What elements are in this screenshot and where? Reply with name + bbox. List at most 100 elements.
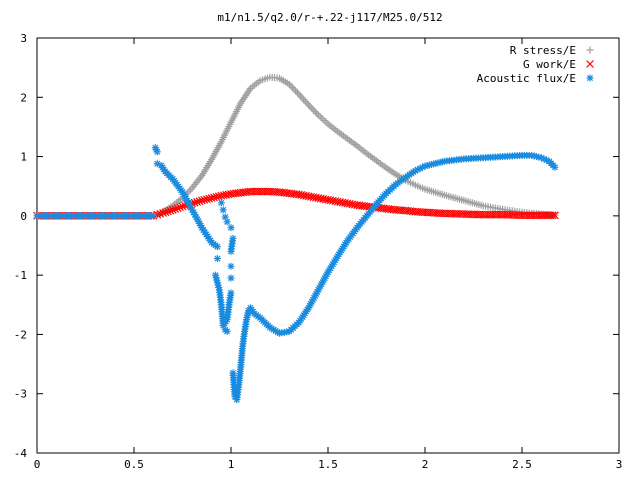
data-point-interp [332, 126, 340, 134]
x-tick-label: 0 [34, 458, 41, 471]
data-point-interp [152, 146, 160, 154]
data-point-interp [287, 82, 295, 90]
data-point-interp [251, 187, 260, 196]
data-point-interp [435, 209, 444, 218]
data-point-interp [227, 291, 235, 299]
data-point-interp [532, 211, 541, 220]
data-point-interp [280, 188, 289, 197]
data-point-interp [171, 205, 180, 213]
data-point-interp [351, 140, 359, 148]
data-point-interp [525, 151, 533, 159]
data-point-interp [400, 175, 408, 183]
data-point-interp [210, 193, 218, 202]
data-point-interp [338, 198, 347, 207]
data-point-interp [147, 212, 155, 220]
y-tick-label: -3 [14, 388, 27, 401]
data-point-interp [309, 193, 318, 202]
data-point-interp [308, 104, 316, 112]
data-point-interp [270, 187, 279, 196]
data-point-interp [215, 283, 223, 291]
legend-marker [586, 46, 594, 54]
data-point-interp [496, 205, 504, 213]
data-point-interp [341, 133, 349, 141]
data-point-interp [332, 254, 340, 262]
data-point-interp [361, 148, 369, 156]
data-point-interp [164, 207, 172, 216]
data-point-interp [187, 204, 195, 212]
y-tick-label: -2 [14, 328, 27, 341]
data-point-interp [214, 192, 223, 201]
data-point-interp [166, 206, 175, 215]
data-point [295, 90, 303, 98]
data-point-interp [216, 140, 224, 148]
data-point-interp [254, 78, 262, 86]
x-tick-label: 2.5 [512, 458, 532, 471]
data-point-interp [493, 210, 502, 219]
data-point-interp [241, 188, 250, 197]
data-point-interp [416, 208, 425, 216]
data-point-interp [212, 192, 221, 201]
data-point-interp [419, 184, 427, 192]
data-point-interp [177, 196, 185, 204]
data-point-interp [299, 191, 308, 200]
data-point-interp [205, 194, 214, 203]
y-tick-label: -4 [14, 447, 28, 460]
data-point [227, 224, 235, 232]
data-point-interp [187, 186, 195, 194]
data-point-interp [438, 190, 446, 198]
data-point-interp [229, 237, 237, 245]
data-point [223, 327, 231, 335]
data-point [227, 274, 235, 282]
data-point-interp [226, 120, 234, 128]
y-tick-label: 0 [20, 210, 27, 223]
legend-label: G work/E [523, 58, 576, 71]
data-point-interp [290, 189, 298, 198]
data-point-interp [390, 169, 398, 177]
data-point [213, 255, 221, 263]
data-point-interp [231, 189, 240, 198]
data-point-interp [183, 197, 191, 205]
data-point-interp [273, 74, 281, 82]
data-point-interp [254, 312, 262, 320]
data-point-interp [371, 155, 379, 163]
data-point-interp [548, 211, 557, 220]
data-point-interp [242, 318, 250, 326]
legend-label: Acoustic flux/E [477, 72, 576, 85]
data-point-interp [176, 203, 184, 212]
data-point-interp [406, 207, 415, 216]
data-point [168, 206, 177, 214]
data-point-interp [474, 210, 483, 219]
data-point [221, 213, 229, 221]
data-point-interp [309, 106, 317, 114]
x-tick-label: 2 [422, 458, 429, 471]
series-3 [33, 144, 559, 404]
data-point-interp [211, 241, 219, 249]
data-point-interp [358, 201, 366, 210]
data-point-interp [195, 197, 204, 206]
data-point-interp [283, 79, 291, 87]
data-point-interp [306, 103, 314, 111]
data-point-interp [348, 200, 357, 209]
data-point-interp [293, 89, 301, 97]
data-point-interp [185, 187, 193, 195]
data-point-interp [387, 205, 395, 214]
data-point-interp [477, 154, 485, 162]
data-point [207, 194, 216, 202]
data-point-interp [455, 210, 463, 218]
x-tick-label: 1 [228, 458, 235, 471]
data-point-interp [319, 195, 328, 203]
data-point-interp [288, 84, 296, 92]
data-point-interp [161, 208, 170, 217]
data-point-interp [202, 230, 210, 238]
data-point-interp [173, 204, 182, 213]
data-point-interp [547, 159, 555, 167]
data-point [217, 199, 225, 207]
x-tick-label: 3 [616, 458, 623, 471]
legend-marker [586, 60, 594, 68]
legend-marker [586, 74, 594, 82]
data-point-interp [322, 118, 330, 126]
y-tick-label: 1 [20, 151, 27, 164]
data-point-interp [200, 195, 209, 204]
